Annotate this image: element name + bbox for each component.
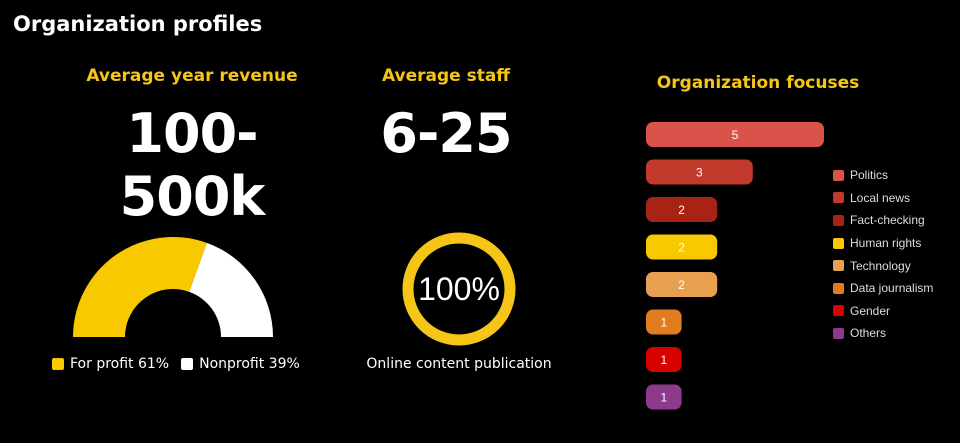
bar-politics: 5 (646, 122, 824, 147)
bar-value-label: 1 (660, 353, 667, 367)
staff-label: Average staff (381, 66, 511, 86)
legend-item: Human rights (833, 232, 958, 255)
legend-swatch (833, 282, 844, 294)
bar-technology: 2 (646, 272, 718, 297)
focus-legend: Politics Local news Fact-checking Human rig… (833, 164, 958, 345)
page-title: Organization profiles (13, 12, 263, 36)
bar-value-label: 1 (660, 316, 667, 330)
legend-label: Fact-checking (850, 213, 925, 228)
legend-swatch (833, 169, 844, 181)
chart-title: Organization focuses (656, 73, 860, 93)
online-caption: Online content publication (366, 356, 552, 372)
bar-rect (646, 159, 753, 185)
legend-swatch (52, 358, 64, 370)
legend-swatch (833, 305, 844, 317)
legend-item: Gender (833, 300, 958, 323)
bar-rect (646, 272, 718, 297)
bar-gender: 1 (646, 347, 682, 372)
legend-item-for-profit: For profit 61% (52, 356, 169, 372)
bar-rect (646, 122, 824, 147)
revenue-value: 100-500k (119, 102, 266, 228)
legend-label: Human rights (850, 236, 922, 251)
bar-rect (646, 234, 718, 260)
legend-item: Data journalism (833, 277, 958, 300)
revenue-label: Average year revenue (86, 66, 298, 86)
legend-label: For profit 61% (70, 356, 170, 372)
bar-value-label: 5 (732, 128, 739, 142)
legend-item: Technology (833, 254, 958, 277)
bar-value-label: 3 (696, 166, 703, 180)
bar-fact-checking: 2 (646, 197, 718, 222)
bar-rect (646, 197, 718, 222)
bar-value-label: 2 (678, 241, 685, 255)
focus-bar-chart: 5 3 2 2 2 1 1 1 (646, 122, 824, 410)
bar-value-label: 1 (660, 391, 667, 405)
legend-label: Technology (850, 258, 911, 273)
legend-label: Data journalism (850, 281, 934, 296)
bar-value-label: 2 (678, 203, 685, 217)
legend-swatch (833, 237, 844, 249)
bar-local-news: 3 (646, 159, 753, 185)
gauge-segment-nonprofit (189, 242, 273, 337)
bar-rect (646, 309, 682, 335)
legend-swatch (181, 358, 194, 370)
legend-swatch (833, 327, 844, 339)
bar-human-rights: 2 (646, 234, 718, 260)
bar-data-journalism: 1 (646, 309, 682, 335)
profit-split-gauge (73, 237, 273, 337)
legend-item: Others (833, 322, 958, 345)
legend-label: Local news (850, 190, 911, 205)
ring-value: 100% (418, 271, 500, 307)
gauge-segment-for-profit (73, 237, 207, 337)
legend-item: Local news (833, 187, 958, 210)
profit-split-legend: For profit 61% Nonprofit 39% (52, 356, 312, 372)
staff-value: 6-25 (380, 102, 512, 165)
legend-swatch (833, 214, 844, 226)
legend-item-nonprofit: Nonprofit 39% (181, 356, 300, 372)
legend-item: Politics (833, 164, 958, 187)
bar-value-label: 2 (678, 278, 685, 292)
online-ring: 100% (402, 232, 516, 346)
legend-swatch (833, 260, 844, 272)
bar-rect (646, 384, 682, 410)
ring-fill (402, 232, 516, 346)
legend-label: Others (850, 326, 887, 341)
legend-swatch (833, 192, 844, 204)
legend-label: Gender (850, 303, 891, 318)
legend-item: Fact-checking (833, 209, 958, 232)
legend-label: Politics (850, 168, 889, 183)
bar-others: 1 (646, 384, 682, 410)
legend-label: Nonprofit 39% (199, 356, 300, 372)
bar-rect (646, 347, 682, 372)
